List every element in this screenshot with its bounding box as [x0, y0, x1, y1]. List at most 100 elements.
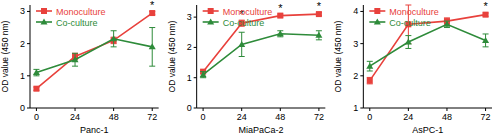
error-cap — [444, 27, 450, 28]
marker — [72, 56, 79, 62]
marker — [482, 37, 489, 43]
y-tick-label: 4 — [353, 6, 358, 16]
x-tick — [280, 108, 281, 111]
legend-label: Monoculture — [223, 7, 273, 17]
y-tick — [360, 108, 363, 109]
y-axis-label: OD value (450 nm) — [167, 20, 177, 92]
error-cap — [405, 48, 411, 49]
marker — [33, 86, 39, 92]
marker — [443, 21, 450, 27]
marker — [200, 71, 207, 77]
panel: 01230244872MiaPaCa-2OD value (450 nm)***… — [167, 0, 326, 135]
error-bar — [200, 72, 206, 78]
x-tick — [241, 108, 242, 111]
y-tick-label: 1 — [353, 103, 358, 113]
error-cap — [149, 66, 155, 67]
x-axis-label: AsPC-1 — [412, 125, 443, 135]
series-line — [203, 14, 319, 72]
y-tick-label: 2 — [353, 71, 358, 81]
error-bar — [444, 21, 450, 27]
marker — [277, 30, 284, 36]
marker — [405, 39, 412, 45]
y-tick — [27, 75, 30, 76]
y-tick — [194, 17, 197, 18]
error-cap — [72, 66, 78, 67]
series-line — [370, 15, 486, 81]
error-cap — [72, 53, 78, 54]
y-tick-label: 2 — [187, 42, 192, 52]
legend-label: Co-culture — [223, 18, 265, 28]
marker — [238, 41, 245, 47]
x-tick-label: 72 — [481, 112, 491, 122]
x-tick-label: 24 — [403, 112, 413, 122]
y-axis-label: OD value (450 nm) — [0, 20, 10, 92]
panel: 01230244872Panc-1OD value (450 nm)*Monoc… — [0, 0, 159, 135]
series-line — [36, 13, 152, 89]
annotation: * — [150, 0, 155, 11]
marker — [367, 78, 373, 84]
error-bar — [149, 28, 155, 67]
y-tick-label: 2 — [20, 39, 25, 49]
error-cap — [316, 30, 322, 31]
error-cap — [200, 77, 206, 78]
error-cap — [367, 70, 373, 71]
series-line — [36, 39, 152, 73]
y-axis — [363, 5, 364, 108]
error-cap — [316, 39, 322, 40]
marker — [315, 32, 322, 38]
x-tick — [113, 108, 114, 111]
error-cap — [483, 33, 489, 34]
y-tick — [27, 108, 30, 109]
x-axis — [197, 108, 326, 109]
marker — [149, 43, 156, 49]
annotation: * — [317, 0, 322, 12]
x-tick-label: 24 — [70, 112, 80, 122]
x-tick-label: 48 — [275, 112, 285, 122]
legend: MonocultureCo-culture — [203, 7, 273, 28]
plot-area — [33, 10, 156, 92]
marker — [208, 8, 214, 14]
marker — [374, 19, 381, 25]
annotation: * — [278, 2, 283, 14]
y-tick-label: 3 — [353, 39, 358, 49]
y-tick-label: 1 — [20, 71, 25, 81]
plot-area — [200, 11, 323, 78]
series-line — [203, 34, 319, 75]
y-tick-label: 0 — [187, 103, 192, 113]
y-tick — [194, 77, 197, 78]
marker — [483, 12, 489, 18]
y-tick — [194, 108, 197, 109]
error-bar — [483, 34, 489, 47]
y-tick-label: 3 — [20, 6, 25, 16]
y-tick-label: 3 — [187, 12, 192, 22]
marker — [33, 69, 40, 75]
error-bar — [239, 32, 245, 56]
y-axis-label: OD value (450 nm) — [333, 20, 343, 92]
x-tick-label: 0 — [367, 112, 372, 122]
x-axis-label: MiaPaCa-2 — [238, 125, 283, 135]
panel: 12340244872AsPC-1OD value (450 nm)*Monoc… — [333, 0, 492, 135]
marker — [207, 19, 214, 25]
error-cap — [367, 61, 373, 62]
error-cap — [405, 35, 411, 36]
plot-area — [366, 5, 489, 84]
x-tick — [203, 108, 204, 111]
marker — [374, 8, 380, 14]
y-tick — [360, 75, 363, 76]
error-bar — [316, 31, 322, 40]
x-tick — [408, 108, 409, 111]
x-axis — [30, 108, 159, 109]
error-cap — [239, 56, 245, 57]
y-axis — [196, 5, 197, 108]
legend: MonocultureCo-culture — [36, 7, 106, 28]
legend-label: Co-culture — [56, 18, 98, 28]
marker — [149, 10, 155, 16]
x-tick-label: 72 — [147, 112, 157, 122]
error-cap — [239, 32, 245, 33]
x-tick-label: 72 — [314, 112, 324, 122]
legend-label: Monoculture — [56, 7, 106, 17]
legend: MonocultureCo-culture — [369, 7, 439, 28]
y-tick — [360, 43, 363, 44]
legend-label: Co-culture — [389, 18, 431, 28]
y-tick-label: 1 — [187, 73, 192, 83]
